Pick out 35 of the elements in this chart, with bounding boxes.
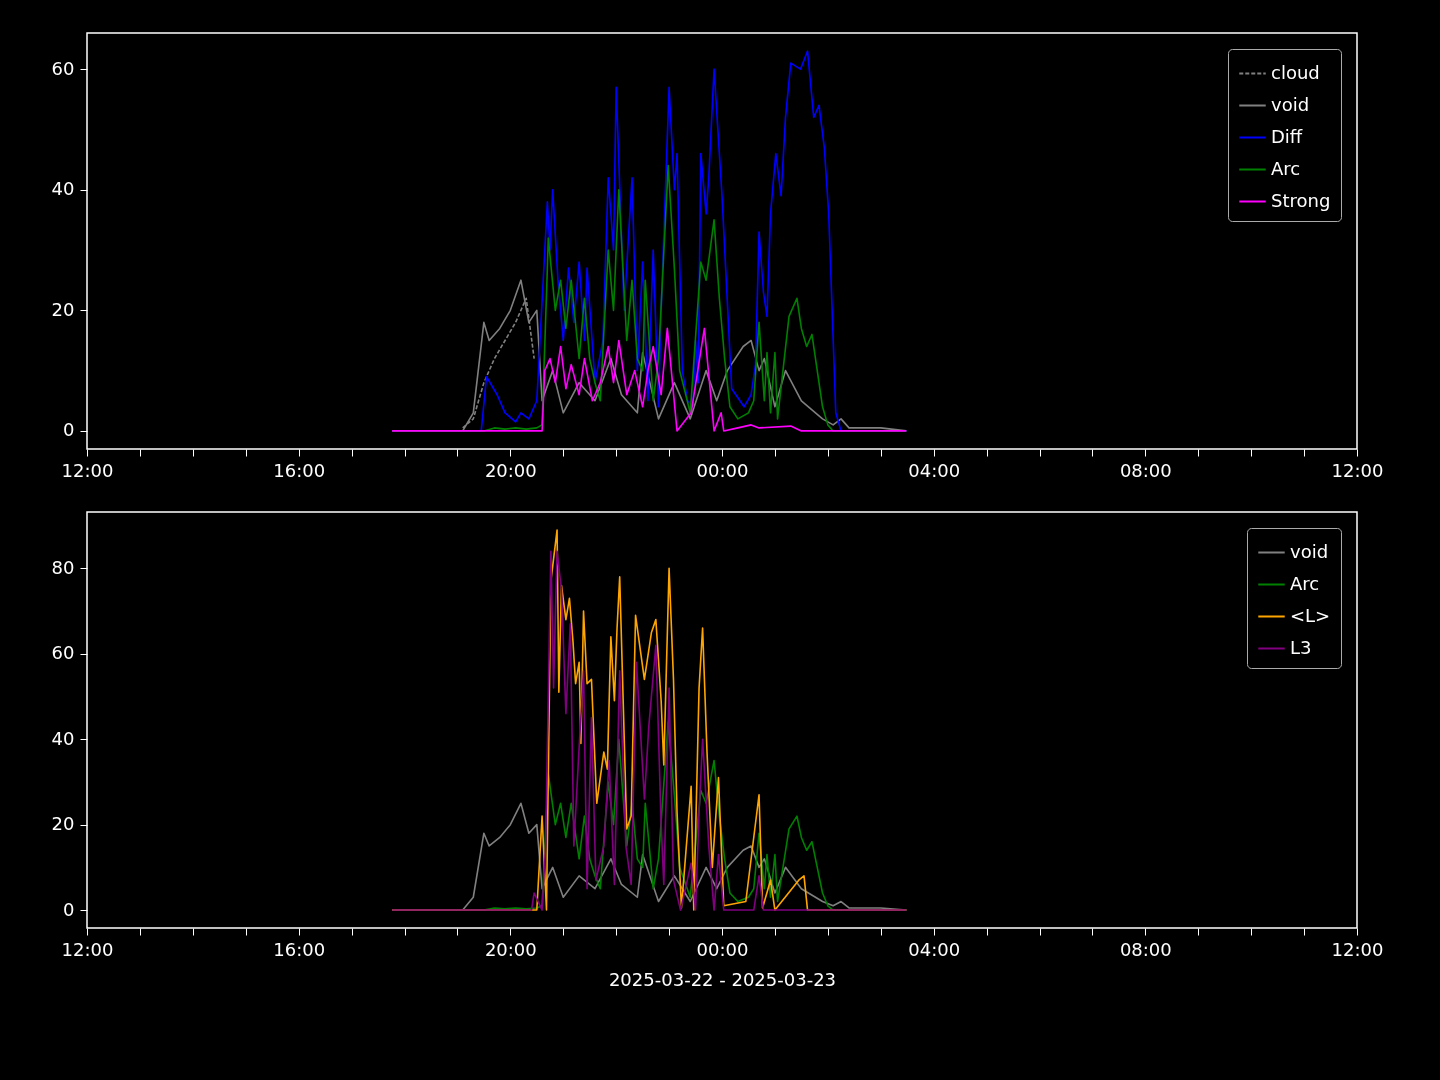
x-tick-label: 00:00: [696, 459, 749, 481]
line-series: [461, 297, 535, 429]
legend-label: Arc: [1271, 157, 1301, 179]
legend-label: Diff: [1271, 125, 1303, 147]
y-tick-label: 20: [51, 813, 75, 835]
x-tick-label: 12:00: [61, 459, 114, 481]
x-tick-label: 00:00: [696, 938, 749, 960]
y-tick-label: 20: [51, 298, 75, 320]
x-tick-label: 16:00: [273, 938, 326, 960]
legend-label: Arc: [1290, 572, 1320, 594]
legend-label: <L>: [1290, 604, 1331, 626]
x-tick-label: 04:00: [908, 938, 961, 960]
x-tick-label: 12:00: [1331, 459, 1384, 481]
y-tick-label: 40: [51, 178, 75, 200]
x-tick-label: 12:00: [1331, 938, 1384, 960]
legend-label: void: [1290, 540, 1329, 562]
x-tick-label: 08:00: [1119, 459, 1172, 481]
line-series: [391, 327, 908, 432]
legend-label: L3: [1290, 636, 1312, 658]
x-tick-label: 20:00: [484, 938, 537, 960]
x-axis-title: 2025-03-22 - 2025-03-23: [608, 968, 837, 990]
y-tick-label: 40: [51, 727, 75, 749]
x-tick-label: 16:00: [273, 459, 326, 481]
y-tick-label: 60: [51, 642, 75, 664]
x-tick-label: 20:00: [484, 459, 537, 481]
y-tick-label: 60: [51, 57, 75, 79]
y-tick-label: 0: [63, 419, 75, 441]
x-tick-label: 04:00: [908, 459, 961, 481]
x-tick-label: 08:00: [1119, 938, 1172, 960]
y-tick-label: 80: [51, 556, 75, 578]
x-tick-label: 12:00: [61, 938, 114, 960]
legend-label: cloud: [1271, 61, 1320, 83]
legend-label: void: [1271, 93, 1310, 115]
legend-label: Strong: [1271, 189, 1331, 211]
y-tick-label: 0: [63, 898, 75, 920]
